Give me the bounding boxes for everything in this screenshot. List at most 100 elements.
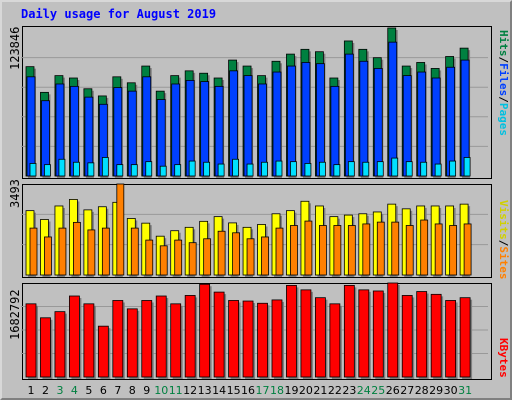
kbytes-bar xyxy=(286,284,297,378)
x-tick-label: 17 xyxy=(255,384,270,397)
sites-bar xyxy=(73,221,81,276)
sites-bar xyxy=(246,238,255,276)
kbytes-bar xyxy=(25,303,37,378)
kbytes-bar xyxy=(257,302,268,378)
sites-bar xyxy=(290,225,298,276)
pages-bar xyxy=(449,160,457,177)
x-tick-label: 6 xyxy=(99,384,107,397)
x-tick-label: 22 xyxy=(327,384,342,397)
sites-bar xyxy=(304,220,313,276)
x-tick-label: 11 xyxy=(168,384,183,397)
files-bar xyxy=(156,99,166,177)
pages-bar xyxy=(318,161,326,177)
kbytes-bar xyxy=(430,293,442,378)
pages-bar xyxy=(376,161,384,177)
pages-bar xyxy=(130,164,138,177)
kbytes-bar xyxy=(459,297,471,378)
pages-bar xyxy=(290,161,297,177)
files-bar xyxy=(272,71,282,177)
pages-bar xyxy=(420,161,428,177)
pages-bar xyxy=(87,162,95,177)
x-tick-label: 24 xyxy=(356,384,371,397)
files-bar xyxy=(344,53,354,177)
kbytes-bar xyxy=(314,297,326,378)
x-tick-label: 13 xyxy=(197,384,212,397)
sites-bar xyxy=(333,225,342,276)
x-tick-label: 25 xyxy=(371,384,386,397)
sites-bar xyxy=(318,225,327,276)
files-bar xyxy=(359,60,369,177)
x-tick-label: 7 xyxy=(114,384,122,397)
x-tick-label: 4 xyxy=(70,384,78,397)
pages-bar xyxy=(188,160,196,177)
x-tick-label: 20 xyxy=(298,384,313,397)
pages-bar xyxy=(29,163,37,177)
files-bar xyxy=(113,87,123,177)
files-bar xyxy=(243,75,253,177)
pages-bar xyxy=(203,161,211,177)
x-tick-label: 23 xyxy=(342,384,357,397)
x-tick-label: 10 xyxy=(154,384,169,397)
x-tick-label: 21 xyxy=(313,384,328,397)
kbytes-bar xyxy=(112,300,124,378)
sites-bar xyxy=(420,219,429,276)
pages-bar xyxy=(362,161,370,177)
kbytes-bar xyxy=(242,300,254,378)
pages-bar xyxy=(159,165,167,177)
kbytes-bar xyxy=(97,325,109,378)
kbytes-bar xyxy=(387,282,399,378)
kbytes-bar xyxy=(170,303,182,378)
x-tick-label: 5 xyxy=(85,384,93,397)
files-bar xyxy=(388,41,398,177)
x-tick-label: 30 xyxy=(443,384,458,397)
kbytes-bar xyxy=(199,283,211,378)
x-tick-label: 19 xyxy=(284,384,299,397)
kbytes-bar xyxy=(213,291,225,378)
sites-bar xyxy=(405,225,414,276)
sites-bar xyxy=(362,223,371,276)
x-tick-label: 3 xyxy=(56,384,64,397)
sites-bar xyxy=(232,232,240,276)
x-tick-label: 12 xyxy=(183,384,198,397)
sites-bar xyxy=(463,223,472,276)
pages-bar xyxy=(347,161,355,177)
kbytes-bar xyxy=(83,303,95,378)
x-tick-label: 27 xyxy=(400,384,415,397)
kbytes-bar xyxy=(54,311,66,378)
x-tick-label: 29 xyxy=(429,384,444,397)
sites-bar xyxy=(58,227,67,276)
pages-bar xyxy=(463,157,471,177)
chart-title: Daily usage for August 2019 xyxy=(21,7,217,21)
x-tick-label: 1 xyxy=(27,384,35,397)
pages-bar xyxy=(246,163,254,177)
kbytes-bar xyxy=(228,300,239,378)
pages-bar xyxy=(261,161,268,177)
kbytes-bar xyxy=(40,317,51,378)
sites-bar xyxy=(217,230,226,276)
x-tick-label: 2 xyxy=(41,384,49,397)
sites-bar xyxy=(29,227,38,276)
kbytes-bar xyxy=(329,303,341,378)
pages-bar xyxy=(275,160,283,177)
files-bar xyxy=(330,85,340,177)
sites-bar xyxy=(101,227,110,276)
sites-bar xyxy=(44,236,52,276)
files-bar xyxy=(446,66,456,177)
kbytes-bar xyxy=(141,300,153,378)
pages-bar xyxy=(232,158,239,177)
files-bar xyxy=(301,62,311,177)
x-tick-label: 31 xyxy=(458,384,473,397)
files-bar xyxy=(127,90,137,177)
pages-bar xyxy=(101,157,109,177)
files-bar xyxy=(214,85,224,177)
pages-bar xyxy=(145,161,153,177)
x-tick-label: 16 xyxy=(241,384,256,397)
pages-bar xyxy=(58,158,66,177)
kbytes-bar xyxy=(155,295,167,378)
sites-bar xyxy=(275,227,284,276)
pages-bar xyxy=(434,163,442,177)
pages-bar xyxy=(405,161,413,177)
sites-bar xyxy=(145,239,154,276)
